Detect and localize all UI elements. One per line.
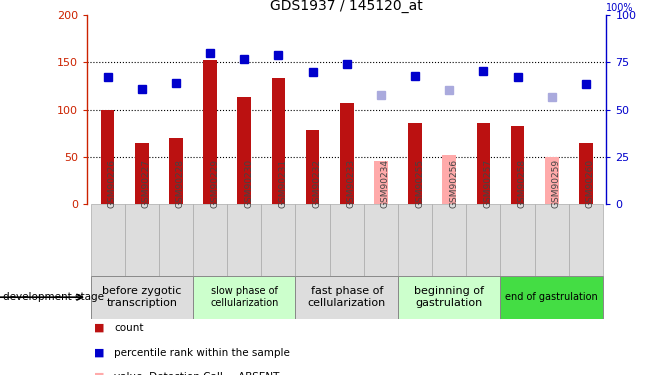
Bar [330, 204, 364, 276]
Text: before zygotic
transcription: before zygotic transcription [102, 286, 182, 308]
Bar [466, 204, 500, 276]
Bar [545, 157, 559, 204]
Bar [135, 143, 149, 204]
Bar [295, 276, 398, 319]
Text: GSM90231: GSM90231 [279, 159, 287, 208]
Text: GSM90257: GSM90257 [483, 159, 492, 208]
Text: GSM90255: GSM90255 [415, 159, 424, 208]
Text: GSM90234: GSM90234 [381, 159, 390, 208]
Bar [340, 103, 354, 204]
Text: GSM90229: GSM90229 [210, 159, 219, 208]
Text: percentile rank within the sample: percentile rank within the sample [114, 348, 289, 357]
Bar [237, 98, 251, 204]
Text: ■: ■ [94, 323, 105, 333]
Text: fast phase of
cellularization: fast phase of cellularization [308, 286, 386, 308]
Bar [511, 126, 525, 204]
Bar [306, 130, 320, 204]
Bar [579, 143, 593, 204]
Bar [432, 204, 466, 276]
Text: GSM90230: GSM90230 [245, 159, 253, 208]
Bar [476, 123, 490, 204]
Text: beginning of
gastrulation: beginning of gastrulation [414, 286, 484, 308]
Bar [374, 161, 388, 204]
Bar [193, 204, 227, 276]
Bar [169, 138, 183, 204]
Text: GSM90226: GSM90226 [108, 159, 117, 208]
Bar [227, 204, 261, 276]
Text: GSM90256: GSM90256 [449, 159, 458, 208]
Bar [398, 204, 432, 276]
Bar [159, 204, 193, 276]
Bar [271, 78, 285, 204]
Text: ■: ■ [94, 348, 105, 357]
Text: count: count [114, 323, 143, 333]
Bar [90, 204, 125, 276]
Bar [500, 276, 603, 319]
Bar [203, 60, 217, 204]
Bar [364, 204, 398, 276]
Bar [193, 276, 295, 319]
Bar [535, 204, 569, 276]
Bar [500, 204, 535, 276]
Text: GSM90233: GSM90233 [347, 159, 356, 208]
Bar [125, 204, 159, 276]
Bar [398, 276, 500, 319]
Bar [100, 110, 115, 204]
Bar [442, 155, 456, 204]
Bar [261, 204, 295, 276]
Text: GSM90260: GSM90260 [586, 159, 595, 208]
Text: GSM90259: GSM90259 [551, 159, 561, 208]
Text: GSM90228: GSM90228 [176, 159, 185, 208]
Title: GDS1937 / 145120_at: GDS1937 / 145120_at [271, 0, 423, 13]
Text: GSM90232: GSM90232 [313, 159, 322, 208]
Text: GSM90258: GSM90258 [517, 159, 527, 208]
Text: 100%: 100% [606, 3, 634, 13]
Text: GSM90227: GSM90227 [142, 159, 151, 208]
Text: ■: ■ [94, 372, 105, 375]
Bar [295, 204, 330, 276]
Bar [569, 204, 603, 276]
Text: end of gastrulation: end of gastrulation [505, 292, 598, 302]
Text: value, Detection Call = ABSENT: value, Detection Call = ABSENT [114, 372, 279, 375]
Text: slow phase of
cellularization: slow phase of cellularization [210, 286, 279, 308]
Text: development stage: development stage [3, 292, 105, 302]
Bar [408, 123, 422, 204]
Bar [90, 276, 193, 319]
